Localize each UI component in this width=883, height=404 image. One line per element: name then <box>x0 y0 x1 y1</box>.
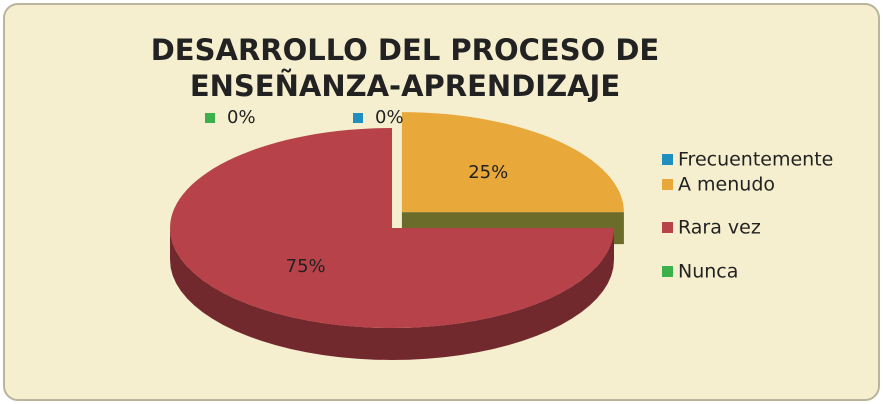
legend-swatch <box>662 154 673 165</box>
data-label: 25% <box>468 162 508 183</box>
chart-title: DESARROLLO DEL PROCESO DE <box>151 33 660 67</box>
legend-label: Rara vez <box>678 217 761 239</box>
pie-slice <box>170 128 614 328</box>
legend-label: A menudo <box>678 174 775 196</box>
data-label: 75% <box>286 256 326 277</box>
legend-swatch <box>662 266 673 277</box>
legend-swatch <box>662 222 673 233</box>
legend-label: Frecuentemente <box>678 149 833 171</box>
slice-side <box>170 228 614 360</box>
data-label: 0% <box>375 107 404 128</box>
pie-slice <box>401 112 624 213</box>
legend-swatch <box>662 179 673 190</box>
label-marker <box>353 113 363 123</box>
data-label: 0% <box>227 107 256 128</box>
legend-label: Nunca <box>678 261 738 283</box>
chart-title: ENSEÑANZA-APRENDIZAJE <box>190 69 620 103</box>
label-marker <box>205 113 215 123</box>
